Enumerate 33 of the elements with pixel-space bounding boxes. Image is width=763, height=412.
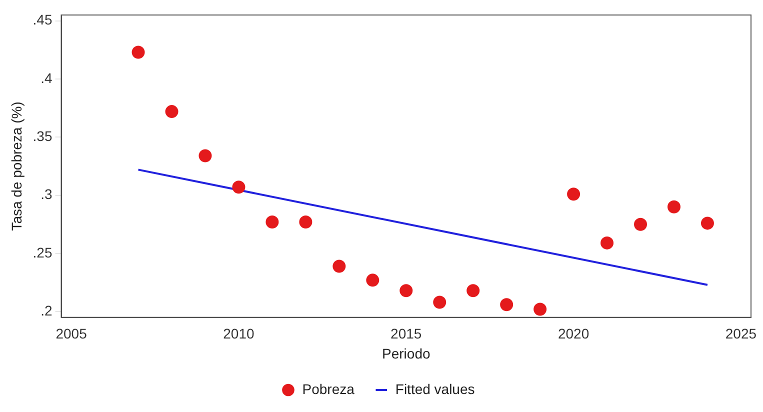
x-tick-label: 2025 <box>725 326 757 342</box>
y-axis-title: Tasa de pobreza (%) <box>8 102 24 231</box>
point <box>433 296 446 309</box>
point <box>534 302 547 316</box>
point <box>466 284 480 298</box>
point <box>700 216 714 230</box>
x-axis-title: Periodo <box>382 345 430 362</box>
point <box>232 180 246 194</box>
point <box>600 236 614 250</box>
y-tick-label: .4 <box>40 70 52 86</box>
y-tick-label: .2 <box>40 302 52 318</box>
y-tick-label: .35 <box>32 128 52 144</box>
point <box>332 260 346 273</box>
point <box>366 274 380 287</box>
x-tick-label: 2005 <box>56 326 88 342</box>
y-tick-label: .3 <box>40 186 52 202</box>
point <box>400 284 413 298</box>
y-tick-label: .25 <box>32 244 52 260</box>
point <box>567 188 580 201</box>
point <box>299 216 312 229</box>
point <box>634 218 648 231</box>
legend-label: Fitted values <box>395 380 475 397</box>
point <box>500 298 514 312</box>
point <box>198 149 212 162</box>
point <box>266 216 279 229</box>
point <box>132 46 145 59</box>
x-tick-label: 2010 <box>223 326 254 342</box>
x-tick-label: 2015 <box>390 326 422 342</box>
point <box>165 105 178 118</box>
legend-label: Pobreza <box>302 380 355 397</box>
y-tick-label: .45 <box>32 12 52 28</box>
point <box>667 200 680 214</box>
x-tick-label: 2020 <box>558 326 590 342</box>
